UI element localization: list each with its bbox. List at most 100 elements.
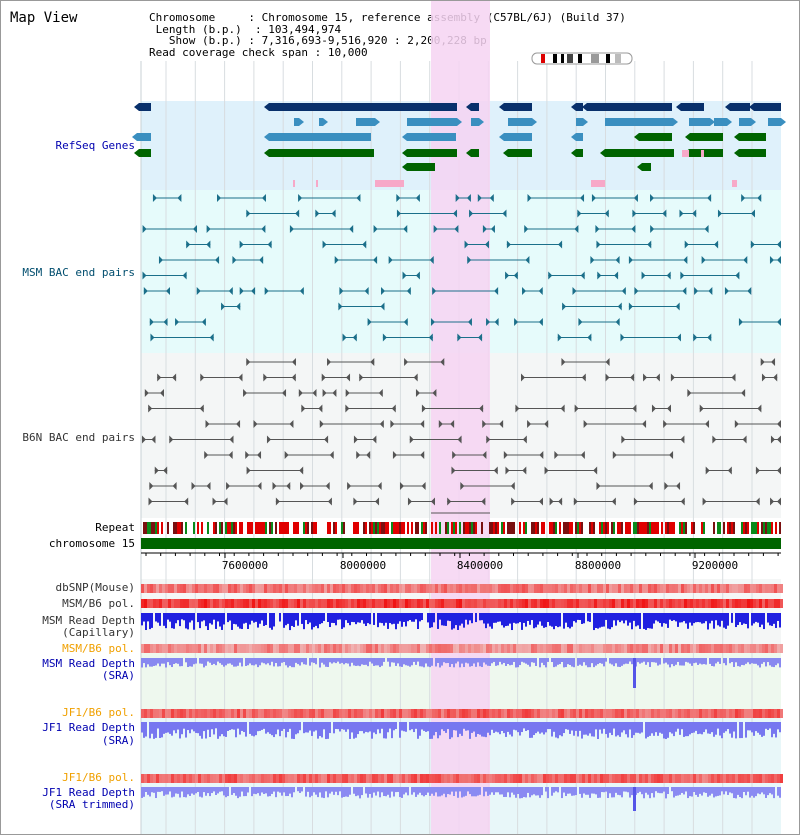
polymorphism-cell	[153, 644, 156, 653]
depth-bar	[763, 722, 765, 736]
polymorphism-cell	[537, 644, 540, 653]
depth-bar	[391, 722, 393, 739]
polymorphism-cell	[546, 774, 549, 783]
polymorphism-cell	[732, 774, 735, 783]
polymorphism-cell	[666, 709, 669, 718]
repeat-block	[157, 522, 159, 534]
polymorphism-cell	[543, 709, 546, 718]
repeat-block	[619, 522, 621, 534]
polymorphism-cell	[690, 599, 693, 608]
depth-bar	[615, 722, 617, 737]
gene-exon	[754, 103, 781, 111]
b6n-bac-pair-end	[238, 373, 243, 382]
polymorphism-cell	[291, 774, 294, 783]
polymorphism-cell	[588, 584, 591, 593]
polymorphism-cell	[600, 584, 603, 593]
polymorphism-cell	[561, 774, 564, 783]
b6n-bac-pair-end	[191, 482, 196, 490]
polymorphism-cell	[243, 644, 246, 653]
polymorphism-cell	[678, 599, 681, 608]
chromosome-ideogram[interactable]	[531, 52, 633, 65]
depth-bar	[393, 787, 395, 797]
polymorphism-cell	[492, 644, 495, 653]
repeat-block	[415, 522, 417, 534]
depth-bar	[631, 787, 633, 796]
depth-bar	[621, 787, 623, 798]
b6n-bac-pair-end	[301, 404, 306, 413]
polymorphism-cell	[459, 599, 462, 608]
b6n-bac-pair-end	[407, 497, 412, 506]
depth-bar	[675, 722, 677, 732]
b6n-bac-pair-end	[755, 497, 760, 506]
polymorphism-cell	[336, 644, 339, 653]
msm-bac-pair-end	[261, 194, 266, 202]
polymorphism-cell	[576, 774, 579, 783]
polymorphism-cell	[471, 774, 474, 783]
depth-bar	[471, 613, 473, 624]
polymorphism-cell	[669, 599, 672, 608]
polymorphism-cell	[552, 644, 555, 653]
b6n-bac-pair-end	[421, 404, 426, 413]
polymorphism-cell	[288, 774, 291, 783]
depth-bar	[733, 787, 735, 799]
repeat-block	[145, 522, 147, 534]
depth-bar	[343, 613, 345, 628]
repeat-block	[555, 522, 557, 534]
polymorphism-cell	[165, 774, 168, 783]
depth-bar	[745, 787, 747, 796]
depth-bar	[671, 787, 673, 792]
polymorphism-cell	[525, 709, 528, 718]
polymorphism-cell	[651, 584, 654, 593]
gene-arrow	[571, 103, 576, 111]
depth-bar	[607, 787, 609, 799]
depth-bar	[235, 787, 237, 796]
depth-bar	[405, 787, 407, 793]
depth-bar	[399, 613, 401, 622]
b6n-bac-pair-end	[760, 358, 765, 366]
depth-bar	[501, 658, 503, 665]
depth-bar	[431, 722, 433, 739]
polymorphism-cell	[318, 599, 321, 608]
polymorphism-cell	[654, 774, 657, 783]
depth-bar	[379, 787, 381, 798]
depth-bar	[365, 658, 367, 665]
msm-bac-pair-end	[692, 209, 697, 218]
polymorphism-cell	[582, 709, 585, 718]
depth-bar	[249, 722, 251, 734]
depth-bar	[235, 722, 237, 738]
depth-bar	[307, 613, 309, 625]
depth-bar	[143, 613, 145, 622]
polymorphism-cell	[444, 584, 447, 593]
polymorphism-cell	[663, 584, 666, 593]
depth-bar	[325, 722, 327, 740]
msm-bac-pair-end	[675, 302, 680, 311]
depth-bar	[491, 613, 493, 629]
b6n-bac-pair-end	[151, 435, 156, 444]
depth-bar	[227, 613, 229, 623]
polymorphism-cell	[378, 644, 381, 653]
b6n-bac-pair-end	[515, 404, 520, 413]
polymorphism-cell	[168, 774, 171, 783]
b6n-bac-pair-end	[777, 466, 781, 475]
depth-bar	[661, 613, 663, 627]
polymorphism-cell	[780, 584, 783, 593]
polymorphism-cell	[504, 599, 507, 608]
depth-bar	[443, 722, 445, 732]
polymorphism-cell	[201, 709, 204, 718]
depth-bar	[249, 613, 251, 625]
depth-bar	[477, 722, 479, 734]
msm-bac-pair-end	[232, 256, 237, 264]
polymorphism-cell	[486, 709, 489, 718]
polymorphism-cell	[345, 709, 348, 718]
repeat-block	[691, 522, 693, 534]
polymorphism-cell	[432, 644, 435, 653]
polymorphism-cell	[177, 599, 180, 608]
polymorphism-cell	[540, 584, 543, 593]
depth-bar	[367, 658, 369, 667]
polymorphism-cell	[747, 709, 750, 718]
depth-bar	[543, 613, 545, 628]
polymorphism-cell	[573, 584, 576, 593]
msm-depth-capillary-label: MSM Read Depth	[42, 614, 135, 627]
depth-bar	[311, 658, 313, 663]
